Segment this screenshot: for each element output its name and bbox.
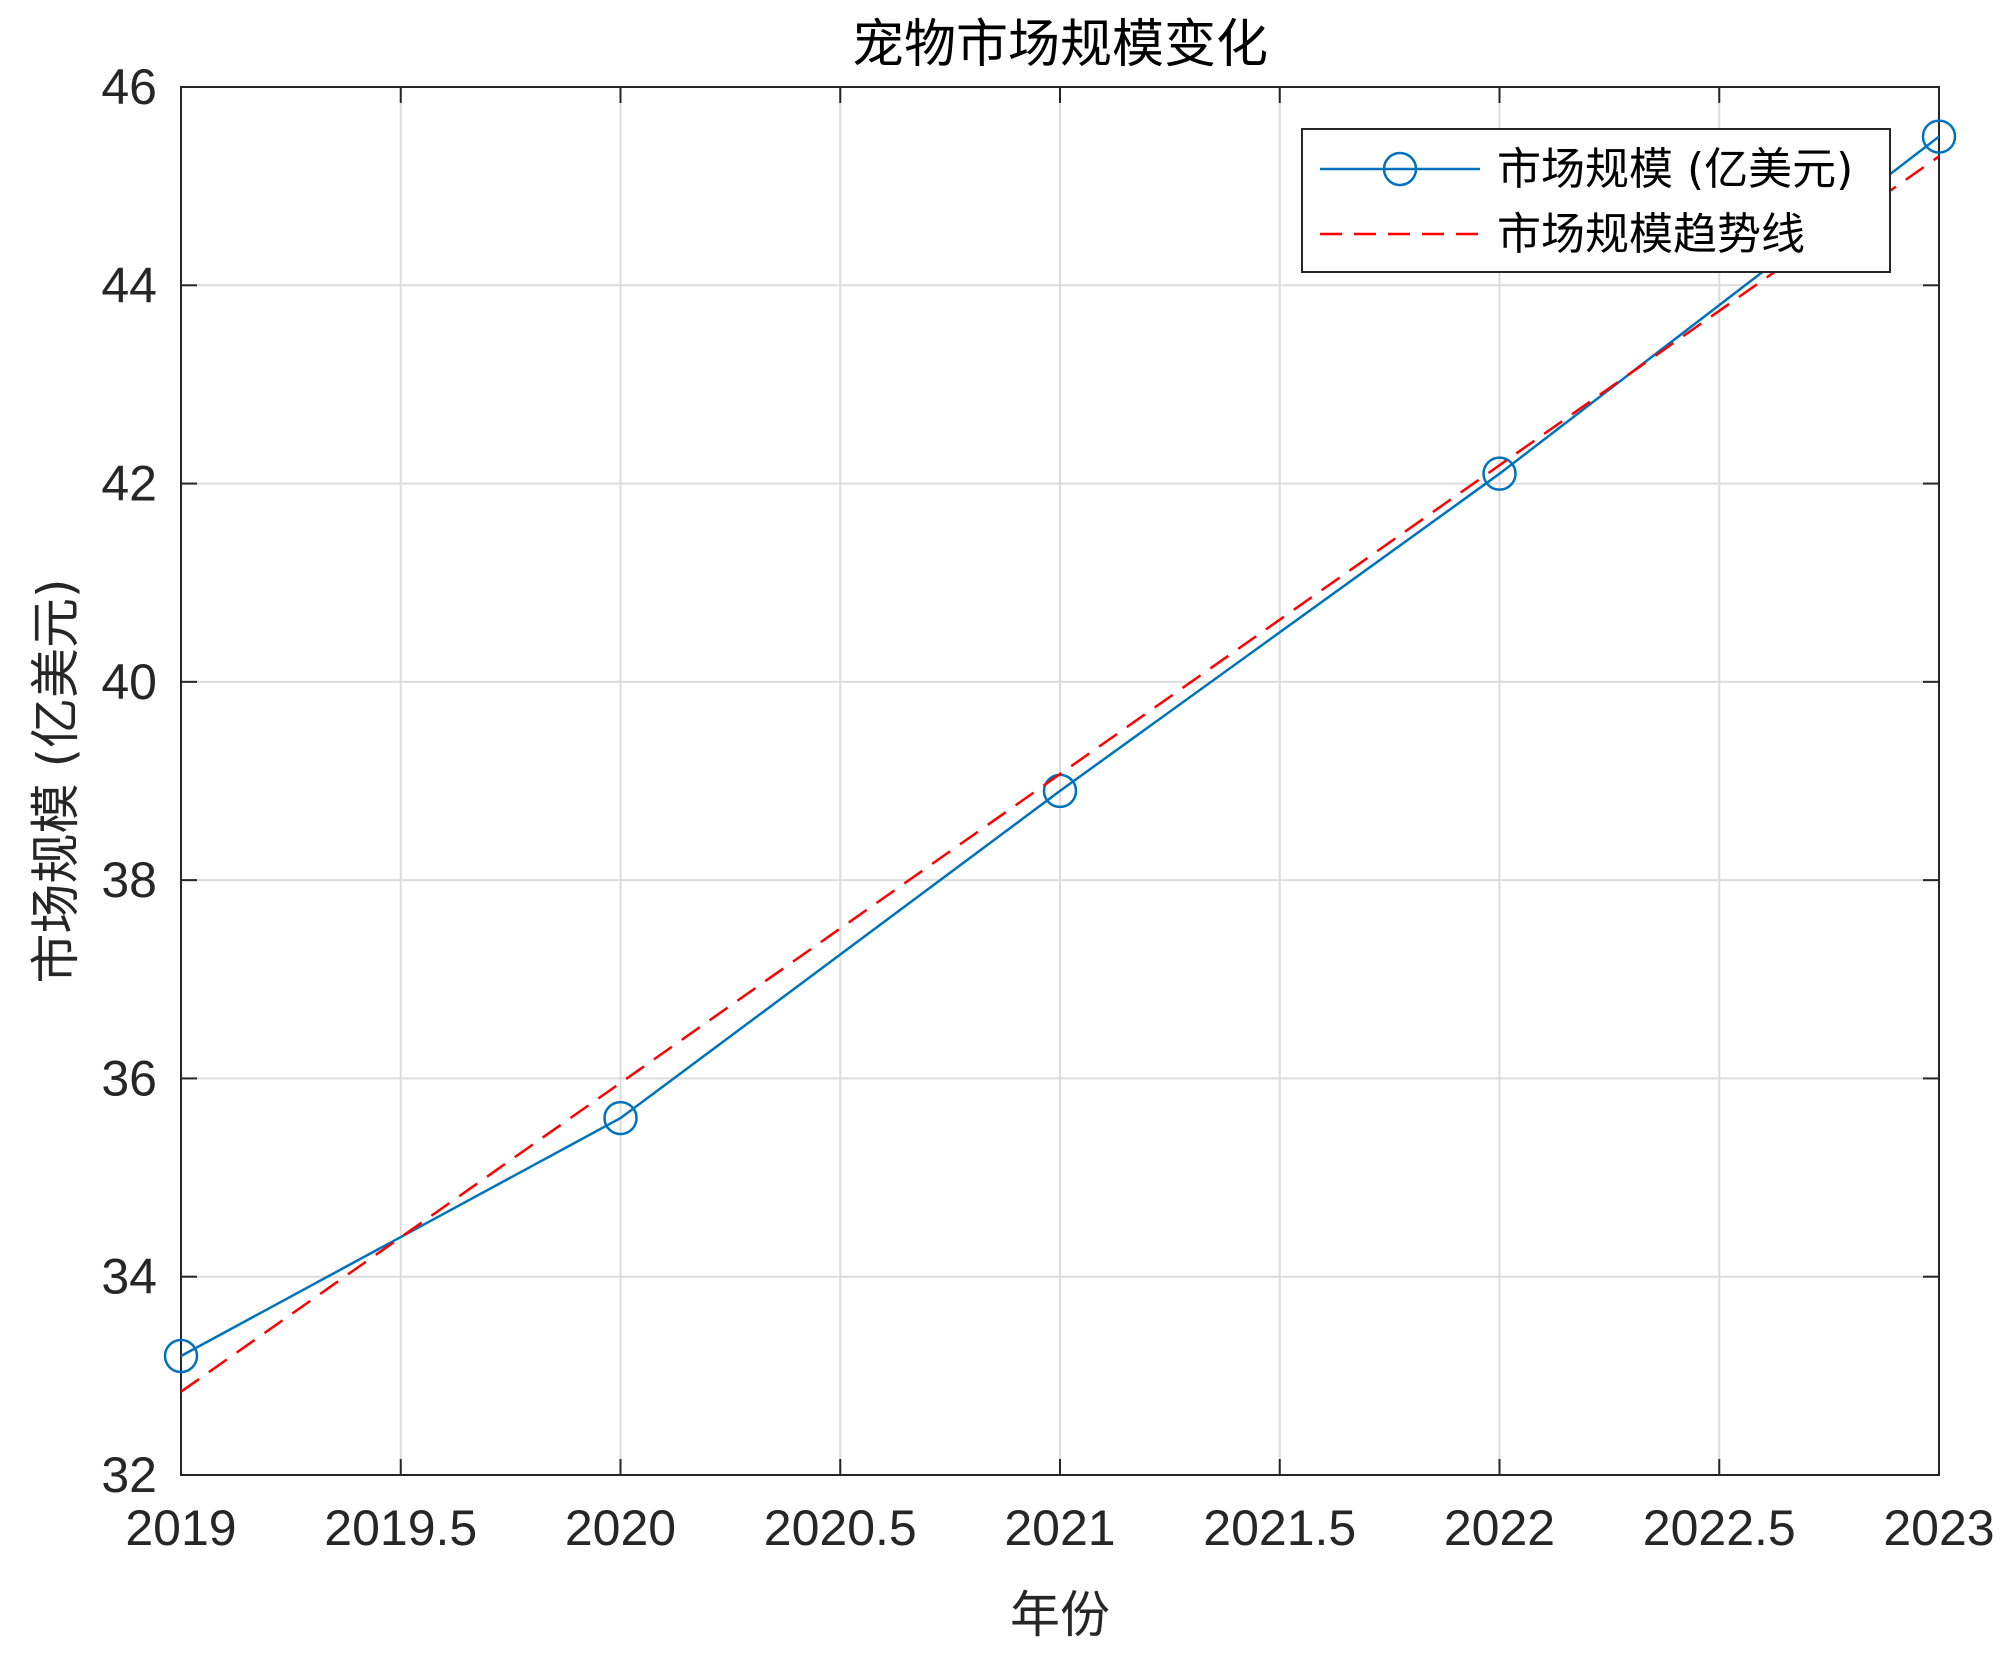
x-tick-label: 2023	[1883, 1500, 1994, 1556]
legend-label-market-size: 市场规模 (亿美元)	[1497, 144, 1853, 195]
y-tick-label: 34	[101, 1249, 157, 1305]
x-tick-label: 2020.5	[764, 1500, 917, 1556]
x-tick-label: 2021.5	[1203, 1500, 1356, 1556]
x-tick-label: 2022.5	[1643, 1500, 1796, 1556]
data-point	[1921, 119, 1957, 154]
series-line-trend	[180, 155, 1940, 1393]
tick-labels: 2019 2019.5 2020 2020.5 2021 2021.5 2022 2022.5…	[101, 59, 1994, 1556]
x-tick-label: 2021	[1004, 1500, 1115, 1556]
x-tick-label: 2020	[565, 1500, 676, 1556]
data-point	[163, 1338, 199, 1374]
legend: 市场规模 (亿美元) 市场规模趋势线	[1301, 128, 1891, 273]
y-tick-label: 32	[101, 1447, 157, 1503]
data-point	[603, 1100, 638, 1136]
y-tick-label: 38	[101, 852, 157, 908]
data-point	[1482, 456, 1517, 491]
series	[163, 119, 1957, 1393]
tick-marks	[180, 86, 1940, 1476]
y-tick-label: 36	[101, 1050, 157, 1106]
y-tick-label: 42	[101, 456, 157, 512]
y-tick-label: 40	[101, 654, 157, 710]
y-axis-title: 市场规模 (亿美元)	[27, 579, 85, 984]
legend-marker-market-size	[1382, 151, 1418, 187]
x-tick-label: 2019.5	[324, 1500, 477, 1556]
chart-title: 宠物市场规模变化	[852, 15, 1268, 75]
x-tick-label: 2022	[1444, 1500, 1555, 1556]
legend-label-trend-line: 市场规模趋势线	[1497, 209, 1805, 260]
x-tick-label: 2019	[125, 1500, 236, 1556]
y-tick-label: 46	[101, 59, 157, 115]
grid	[181, 87, 1939, 1475]
y-tick-label: 44	[101, 257, 157, 313]
x-axis-title: 年份	[1010, 1586, 1110, 1644]
series-line-market-size	[180, 135, 1940, 1358]
